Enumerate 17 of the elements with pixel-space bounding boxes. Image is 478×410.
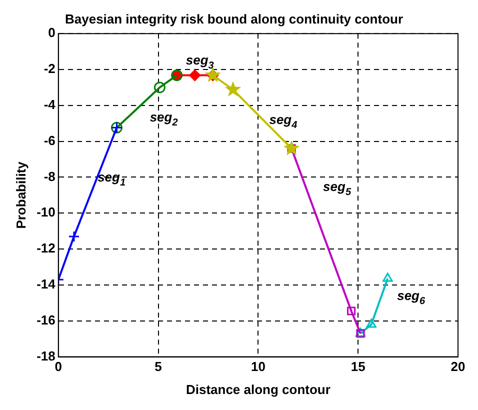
y-axis-title: Probability	[13, 160, 28, 229]
y-tick-label: -10	[36, 204, 56, 220]
chart-title: Bayesian integrity risk bound along continuity contour	[64, 11, 404, 26]
y-tick-label: -4	[44, 97, 56, 112]
y-tick-label: -2	[44, 61, 56, 76]
y-tick-label: -16	[36, 312, 56, 328]
y-tick-label: -12	[36, 240, 56, 256]
x-axis-title: Distance along contour	[186, 382, 330, 397]
x-tick-label: 20	[450, 359, 466, 374]
y-tick-label: -18	[36, 348, 56, 364]
x-tick-label: 15	[350, 359, 366, 374]
y-tick-label: -6	[44, 132, 56, 148]
x-tick-label: 5	[154, 359, 162, 374]
y-tick-label: -8	[44, 168, 56, 184]
y-tick-label: 0	[48, 25, 56, 40]
x-tick-label: 10	[250, 359, 266, 374]
y-tick-label: -14	[36, 276, 56, 292]
